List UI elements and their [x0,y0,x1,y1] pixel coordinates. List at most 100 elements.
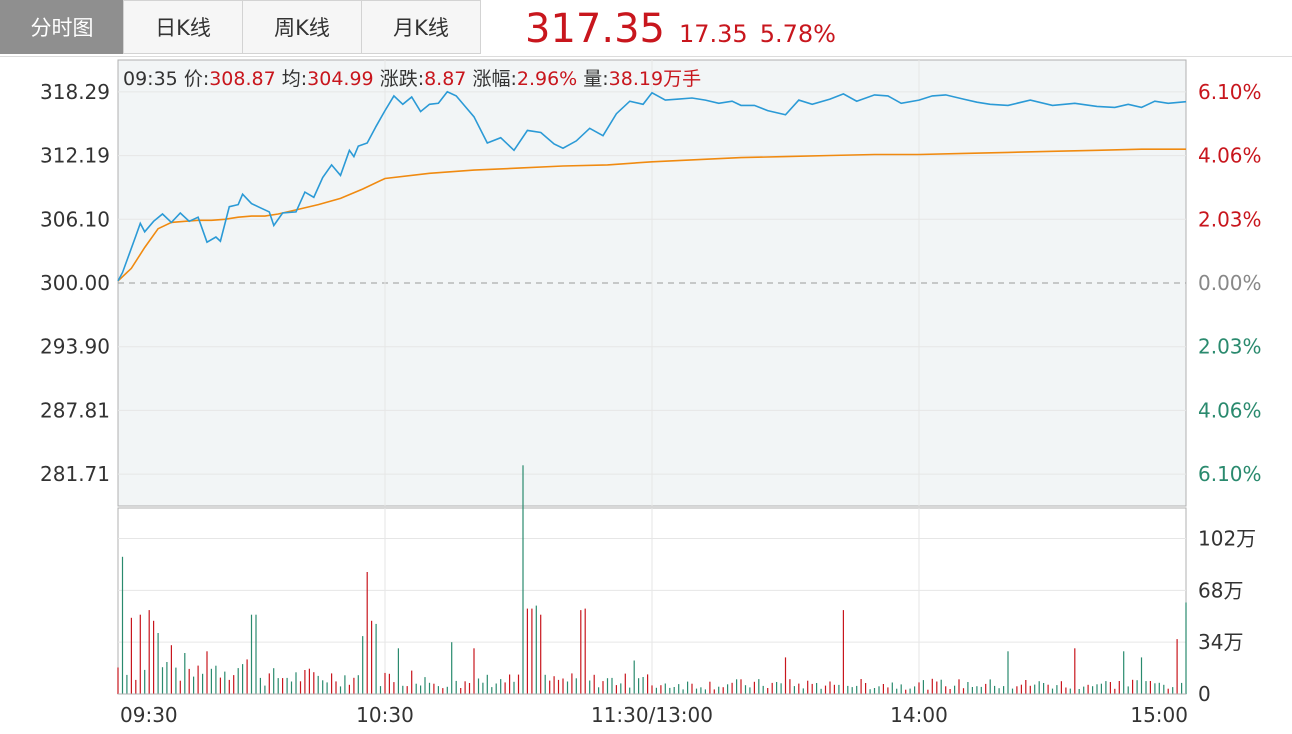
volume-bar [660,685,662,694]
x-tick-label: 11:30/13:00 [591,703,713,727]
volume-bar [638,678,640,694]
volume-bar [669,687,671,694]
volume-y-tick: 68万 [1198,578,1243,602]
info-change: 8.87 [424,68,467,90]
volume-bar [268,673,270,694]
price-change-pct: 5.78% [759,20,836,48]
volume-bar [914,686,916,694]
volume-bar [451,642,453,694]
y-tick-right: 4.06% [1198,144,1262,168]
volume-bar [687,681,689,694]
x-tick-label: 14:00 [890,703,948,727]
volume-bar [1043,683,1045,694]
y-tick-left: 287.81 [40,398,110,422]
x-tick-label: 10:30 [356,703,414,727]
volume-bar [290,681,293,694]
volume-bar [731,682,733,694]
volume-bar [273,668,275,694]
volume-bar [584,608,586,694]
volume-bar [615,685,617,694]
volume-bar [1025,680,1027,694]
volume-bar [331,673,333,694]
volume-bar [491,687,493,694]
volume-bar [415,683,417,694]
y-tick-right: 6.10% [1198,462,1262,486]
y-tick-right: 6.10% [1198,80,1262,104]
volume-bar [580,610,582,694]
volume-bar [1007,651,1009,694]
avg-price-line [117,148,1186,282]
volume-bar [210,668,212,694]
volume-bar [517,674,520,694]
volume-bar [780,683,782,694]
volume-bar [473,648,475,694]
chart-tabs: 分时图 日K线 周K线 月K线 [0,0,481,56]
tab-intraday[interactable]: 分时图 [0,0,124,54]
price-change: 17.35 [678,20,748,48]
volume-bar [1132,679,1134,694]
volume-bar [798,683,800,694]
volume-bar [353,677,355,694]
price-line [117,90,1187,282]
tab-daily-k[interactable]: 日K线 [123,0,243,54]
volume-bar [606,678,609,694]
volume-bar [642,677,644,694]
volume-bar [922,680,924,694]
volume-bar [1109,682,1111,694]
volume-bar [1154,683,1156,694]
volume-bar [460,688,462,694]
volume-bar [184,653,186,694]
volume-bar [406,686,408,694]
volume-bar [949,689,951,694]
volume-bar [1074,648,1076,694]
volume-bar [1020,684,1022,694]
tab-weekly-k[interactable]: 周K线 [242,0,362,54]
tab-monthly-k[interactable]: 月K线 [361,0,481,54]
volume-bar [1181,682,1183,694]
volume-bar [1069,688,1071,694]
volume-bar [927,689,929,694]
volume-bar [1145,681,1147,694]
volume-bar [736,679,738,694]
volume-bar [753,681,755,694]
volume-bar [905,689,907,694]
volume-bar [246,659,248,694]
volume-bar [744,685,747,694]
price-headline: 317.35 17.35 5.78% [525,6,836,52]
y-tick-left: 293.90 [40,335,110,359]
volume-bar [1087,684,1089,694]
volume-bar [673,687,675,694]
volume-bar [259,677,261,694]
volume-bar [940,679,942,694]
volume-bar [411,670,413,694]
volume-bar [482,682,484,694]
y-tick-left: 318.29 [40,80,110,104]
volume-bar [371,620,373,694]
volume-bar [348,684,350,694]
volume-bar [1123,651,1125,694]
volume-bar [135,679,137,694]
volume-bar [1149,681,1151,694]
info-change-label: 涨跌: [379,68,425,90]
volume-bar [598,687,600,694]
volume-bar [504,682,506,694]
info-price-label: 价: [183,68,210,90]
volume-bar [842,610,844,694]
volume-bar [865,683,867,694]
volume-bar [1051,688,1054,694]
volume-bar [691,683,693,694]
volume-bar [882,684,884,694]
volume-bar [250,614,253,694]
volume-bar [166,662,168,694]
volume-bar [695,688,698,694]
info-avg-label: 均: [281,68,308,90]
info-amplitude-label: 涨幅: [472,68,517,90]
volume-bar [255,614,257,694]
x-tick-label: 09:30 [120,703,178,727]
y-tick-left: 300.00 [40,271,110,295]
volume-bar [771,682,773,694]
volume-bar [1176,639,1178,694]
volume-bar [549,680,551,694]
volume-bar [647,674,649,694]
